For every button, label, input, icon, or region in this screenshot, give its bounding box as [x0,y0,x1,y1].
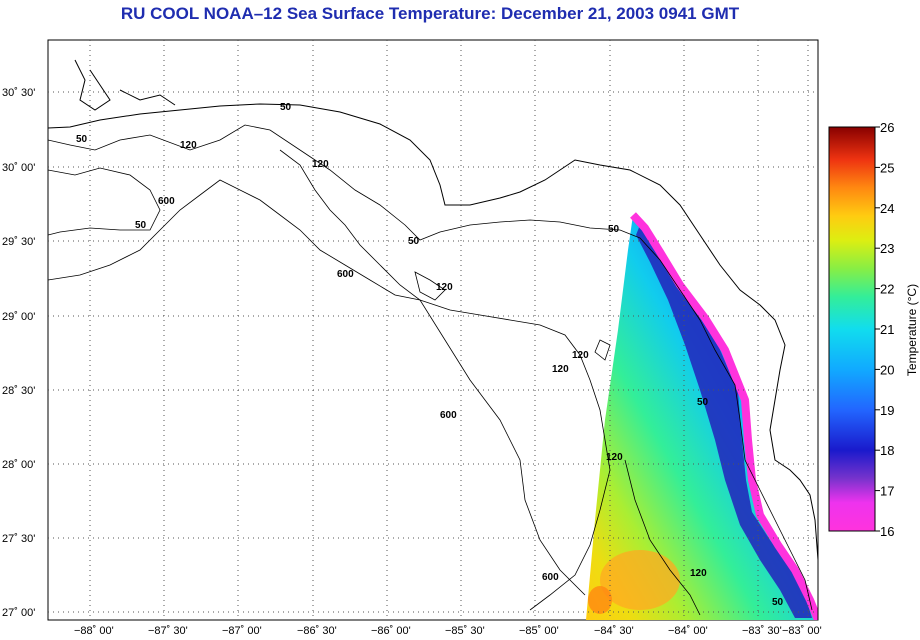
longitude-label: −83˚ 00' [782,625,822,637]
contour-label: 50 [76,134,88,145]
longitude-label: −88˚ 00' [74,625,114,637]
longitude-label: −86˚ 30' [297,625,337,637]
longitude-label: −85˚ 00' [519,625,559,637]
colorbar-tick-label: 19 [880,403,894,418]
latitude-label: 29˚ 30' [2,236,35,248]
latitude-label: 28˚ 30' [2,385,35,397]
contour-label: 120 [572,350,589,361]
longitude-label: −84˚ 30' [594,625,634,637]
contour-label: 120 [552,364,569,375]
colorbar-tick-label: 21 [880,322,894,337]
colorbar-ticks: 26 25 24 23 22 21 20 19 18 17 16 [875,120,894,539]
colorbar-tick-label: 23 [880,241,894,256]
contour-label: 120 [690,568,707,579]
colorbar: 26 25 24 23 22 21 20 19 18 17 16 Temperature (°C) [828,120,919,539]
colorbar-tick-label: 22 [880,282,894,297]
latitude-labels: 30˚ 30' 30˚ 00' 29˚ 30' 29˚ 00' 28˚ 30' 28˚ 0… [2,87,35,619]
contour-label: 120 [436,282,453,293]
contour-label: 50 [772,597,784,608]
colorbar-label: Temperature (°C) [905,284,919,376]
colorbar-tick-label: 18 [880,443,894,458]
contour-labels: 5050505050505012012012012012012012060060… [76,102,784,608]
contour-label: 50 [697,397,709,408]
contour-label: 50 [135,220,147,231]
latitude-label: 29˚ 00' [2,311,35,323]
map-title: RU COOL NOAA–12 Sea Surface Temperature:… [120,4,740,23]
colorbar-tick-label: 24 [880,201,894,216]
colorbar-ramp [828,126,876,532]
contour-label: 120 [606,452,623,463]
latitude-label: 30˚ 00' [2,162,35,174]
longitude-label: −85˚ 30' [445,625,485,637]
longitude-label: −84˚ 00' [668,625,708,637]
longitude-labels: −88˚ 00' −87˚ 30' −87˚ 00' −86˚ 30' −86˚ 00'… [74,625,822,637]
contour-label: 600 [158,196,175,207]
contour-label: 120 [180,140,197,151]
colorbar-tick-label: 20 [880,362,894,377]
contour-label: 600 [440,410,457,421]
colorbar-tick-label: 25 [880,160,894,175]
latitude-label: 27˚ 00' [2,607,35,619]
bathymetry-contours [48,124,813,616]
contour-label: 50 [608,224,620,235]
contour-label: 600 [542,572,559,583]
latitude-label: 30˚ 30' [2,87,35,99]
latitude-label: 27˚ 30' [2,533,35,545]
longitude-label: −86˚ 00' [371,625,411,637]
contour-label: 120 [312,159,329,170]
colorbar-tick-label: 17 [880,484,894,499]
contour-label: 50 [408,236,420,247]
latitude-label: 28˚ 00' [2,459,35,471]
coastline [48,59,818,620]
longitude-label: −87˚ 30' [148,625,188,637]
colorbar-tick-label: 26 [880,120,894,135]
contour-label: 600 [337,269,354,280]
longitude-label: −87˚ 00' [222,625,262,637]
colorbar-tick-label: 16 [880,524,894,539]
contour-label: 50 [280,102,292,113]
longitude-label: −83˚ 30' [742,625,782,637]
